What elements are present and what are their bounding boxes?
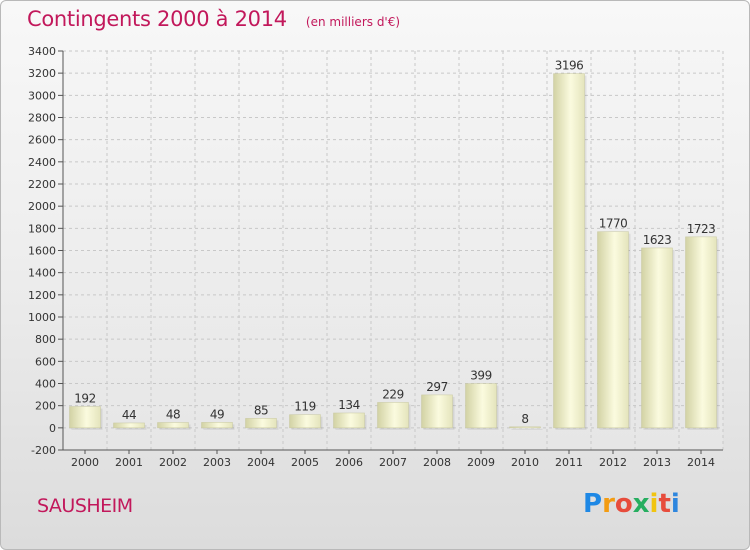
chart-subtitle: (en milliers d'€)	[305, 15, 401, 29]
city-name: SAUSHEIM	[37, 495, 133, 517]
data-label: 1723	[687, 222, 716, 236]
bar-shadow	[511, 428, 543, 430]
x-tick-label: 2001	[115, 456, 143, 469]
data-label: 3196	[555, 59, 584, 73]
logo-letter: t	[658, 489, 671, 519]
bars	[69, 73, 719, 430]
data-label: 119	[294, 400, 315, 414]
x-tick-label: 2007	[379, 456, 407, 469]
data-label: 134	[338, 398, 359, 412]
x-tick-label: 2014	[687, 456, 715, 469]
logo-letter: i	[649, 489, 659, 519]
bar-2012	[597, 231, 629, 429]
bar-2013	[641, 247, 673, 429]
y-tick-label: 600	[35, 355, 56, 368]
title-row: Contingents 2000 à 2014 (en milliers d'€…	[27, 7, 400, 31]
data-label: 44	[122, 408, 136, 422]
bar-2011	[553, 73, 585, 429]
logo-letter: i	[670, 489, 680, 519]
y-tick-label: 2600	[28, 134, 56, 147]
logo-letter: x	[632, 489, 650, 519]
x-tick-label: 2008	[423, 456, 451, 469]
x-tick-label: 2002	[159, 456, 187, 469]
y-tick-label: 2800	[28, 112, 56, 125]
y-tick-label: 1800	[28, 222, 56, 235]
bar-2009	[465, 383, 497, 429]
logo-letter: P	[583, 489, 603, 519]
y-tick-label: 800	[35, 333, 56, 346]
bar-2008	[421, 394, 453, 429]
bar-2010	[509, 426, 541, 429]
data-label: 192	[74, 392, 95, 406]
y-tick-label: 200	[35, 400, 56, 413]
logo-letter: o	[614, 489, 633, 519]
proxiti-logo[interactable]: Proxiti	[583, 489, 680, 519]
logo-letter: r	[602, 489, 615, 519]
x-tick-label: 2009	[467, 456, 495, 469]
axes: -200 0 200 400 600 800 1000 1200 1400 1600 1800 200…	[28, 45, 723, 469]
y-tick-label: 1600	[28, 245, 56, 258]
x-tick-label: 2003	[203, 456, 231, 469]
x-tick-label: 2004	[247, 456, 275, 469]
data-label: 85	[254, 403, 268, 417]
x-tick-label: 2010	[511, 456, 539, 469]
bar-2005	[289, 414, 321, 429]
y-tick-label: 1400	[28, 267, 56, 280]
bar-2002	[157, 422, 189, 429]
gridlines	[62, 50, 724, 451]
y-tick-label: 1200	[28, 289, 56, 302]
data-label: 229	[382, 387, 403, 401]
y-tick-label: 400	[35, 378, 56, 391]
bar-2004	[245, 418, 277, 429]
chart-title: Contingents 2000 à 2014	[27, 7, 287, 31]
data-label: 1770	[599, 217, 628, 231]
x-tick-label: 2006	[335, 456, 363, 469]
data-label: 49	[210, 407, 224, 421]
data-label: 399	[470, 369, 491, 383]
x-tick-label: 2005	[291, 456, 319, 469]
data-labels: 192 44 48 49 85 119 134 229 297 399 8 3196 1770 1623 1…	[74, 59, 715, 426]
bar-2001	[113, 422, 145, 429]
bar-2007	[377, 402, 409, 429]
data-label: 8	[521, 412, 528, 426]
y-tick-label: 0	[49, 422, 56, 435]
bar-2003	[201, 422, 233, 429]
x-tick-label: 2011	[555, 456, 583, 469]
data-label: 297	[426, 380, 447, 394]
y-tick-label: 2400	[28, 156, 56, 169]
x-tick-label: 2012	[599, 456, 627, 469]
x-tick-label: 2013	[643, 456, 671, 469]
y-tick-label: 1000	[28, 311, 56, 324]
data-label: 48	[166, 408, 180, 422]
bar-2006	[333, 412, 365, 429]
data-label: 1623	[643, 233, 672, 247]
y-tick-label: 2200	[28, 178, 56, 191]
y-tick-label: 2000	[28, 200, 56, 213]
bar-2014	[685, 236, 717, 429]
y-tick-label: 3000	[28, 89, 56, 102]
bar-2000	[69, 406, 101, 429]
y-tick-label: -200	[31, 444, 56, 457]
x-tick-label: 2000	[71, 456, 99, 469]
y-tick-label: 3200	[28, 67, 56, 80]
y-tick-label: 3400	[28, 45, 56, 58]
